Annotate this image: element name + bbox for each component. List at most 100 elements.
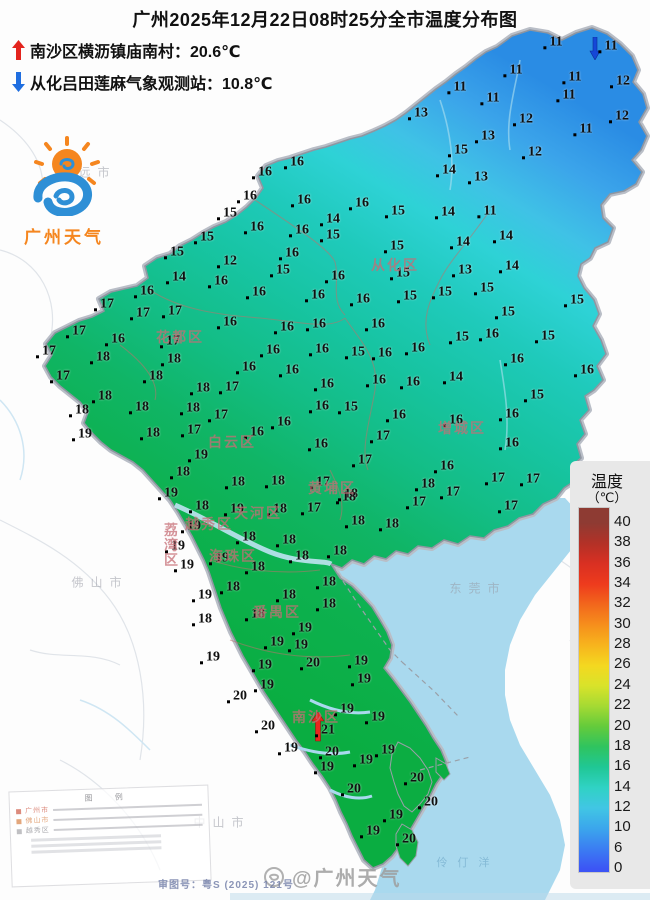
station-dot	[396, 843, 399, 847]
station-dot	[319, 756, 322, 760]
legend-tick-label: 12	[614, 797, 631, 815]
station-dot	[246, 296, 249, 300]
map-approval-number: 审图号：粤S (2025) 121号	[158, 880, 294, 891]
station-dot	[564, 304, 567, 308]
station-dot	[556, 99, 560, 103]
station-dot	[522, 156, 525, 160]
station-temperature: 15	[384, 239, 404, 254]
station-dot	[365, 721, 368, 725]
station-temperature: 18	[276, 588, 296, 603]
station-temperature: 11	[573, 122, 593, 137]
station-temperature: 11	[447, 80, 467, 95]
station-temperature: 21	[315, 723, 335, 738]
station-dot	[94, 308, 97, 312]
city-label: 佛山市	[71, 575, 129, 590]
station-dot	[105, 343, 108, 347]
station-dot	[349, 207, 352, 211]
station-dot	[36, 355, 39, 359]
station-temperature: 19	[292, 621, 312, 636]
station-temperature: 18	[245, 560, 265, 575]
station-temperature: 19	[200, 650, 220, 665]
station-dot	[573, 133, 577, 137]
station-temperature: 15	[535, 329, 555, 344]
station-dot	[305, 299, 308, 303]
station-dot	[499, 270, 502, 274]
guangzhou-weather-logo: 广州天气	[12, 136, 116, 248]
station-temperature: 11	[562, 70, 582, 85]
station-temperature: 18	[170, 465, 190, 480]
station-temperature: 19	[209, 551, 229, 566]
station-dot	[372, 357, 375, 361]
station-temperature: 16	[274, 320, 294, 335]
station-dot	[524, 399, 527, 403]
district-label: 海珠区	[209, 548, 257, 564]
station-dot	[219, 391, 222, 395]
station-temperature: 17	[66, 324, 86, 339]
station-temperature: 17	[162, 304, 182, 319]
station-temperature: 20	[404, 771, 424, 786]
station-dot	[351, 683, 354, 687]
station-temperature: 19	[174, 558, 194, 573]
pearl-river-estuary	[331, 498, 585, 900]
station-temperature: 18	[129, 400, 149, 415]
district-label: 荔湾区	[163, 522, 179, 568]
station-temperature: 13	[408, 106, 428, 121]
station-dot	[310, 486, 313, 490]
station-dot	[348, 665, 351, 669]
station-dot	[225, 486, 228, 490]
station-dot	[405, 352, 408, 356]
station-temperature: 18	[276, 533, 296, 548]
station-temperature: 19	[314, 760, 334, 775]
station-dot	[160, 345, 163, 349]
station-dot	[353, 764, 356, 768]
station-temperature: 14	[436, 163, 456, 178]
station-temperature: 16	[236, 360, 256, 375]
station-dot	[336, 501, 339, 505]
station-temperature: 17	[181, 423, 201, 438]
station-dot	[267, 513, 270, 517]
station-temperature: 14	[499, 259, 519, 274]
station-dot	[276, 599, 279, 603]
legend-tick-label: 14	[614, 777, 631, 795]
key-swatch	[15, 808, 22, 814]
station-dot	[265, 485, 268, 489]
station-temperature: 17	[498, 499, 518, 514]
station-temperature: 18	[267, 502, 287, 517]
station-temperature: 15	[448, 143, 468, 158]
station-dot	[252, 669, 255, 673]
station-temperature: 18	[245, 607, 265, 622]
water-label: 伶仃洋	[436, 857, 500, 869]
station-temperature: 15	[164, 245, 184, 260]
station-temperature: 16	[405, 341, 425, 356]
legend-tick-label: 34	[614, 574, 631, 592]
station-temperature: 16	[271, 415, 291, 430]
key-swatch	[16, 818, 22, 824]
legend-tick-label: 16	[614, 757, 631, 775]
station-dot	[92, 400, 95, 404]
station-dot	[90, 361, 93, 365]
legend-tick-label: 40	[614, 513, 631, 530]
station-temperature: 19	[383, 808, 403, 823]
station-temperature: 16	[305, 288, 325, 303]
station-temperature: 18	[379, 517, 399, 532]
station-temperature: 16	[279, 246, 299, 261]
legend-color-bar	[578, 507, 610, 873]
station-temperature: 12	[522, 145, 542, 160]
district-label: 从化区	[371, 257, 419, 273]
station-dot	[245, 571, 248, 575]
station-dot	[379, 528, 382, 532]
station-dot	[308, 448, 311, 452]
low-temperature-record: 从化吕田莲麻气象观测站：10.8℃	[12, 70, 273, 94]
legend-tick-label: 20	[614, 716, 631, 734]
station-dot	[495, 316, 498, 320]
station-temperature: 11	[556, 88, 576, 103]
station-dot	[260, 354, 263, 358]
station-dot	[397, 300, 400, 304]
station-temperature: 17	[50, 369, 70, 384]
up-arrow-icon	[12, 40, 25, 60]
station-dot	[365, 328, 368, 332]
station-temperature: 20	[319, 745, 339, 760]
station-temperature: 19	[192, 588, 212, 603]
station-temperature: 16	[217, 315, 237, 330]
station-temperature: 16	[306, 317, 326, 332]
